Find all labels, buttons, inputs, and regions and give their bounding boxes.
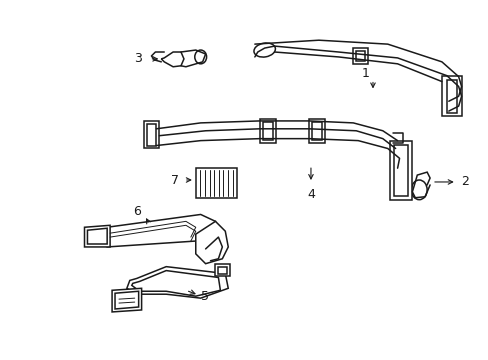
Polygon shape bbox=[161, 52, 183, 67]
Polygon shape bbox=[131, 271, 220, 296]
Polygon shape bbox=[146, 124, 156, 145]
Text: 7: 7 bbox=[171, 174, 179, 186]
Polygon shape bbox=[215, 264, 230, 276]
Polygon shape bbox=[126, 267, 228, 298]
Polygon shape bbox=[195, 221, 228, 264]
Polygon shape bbox=[143, 121, 159, 148]
Text: 1: 1 bbox=[362, 67, 369, 80]
Ellipse shape bbox=[194, 50, 206, 64]
Text: 6: 6 bbox=[132, 205, 141, 218]
Polygon shape bbox=[115, 291, 139, 309]
Polygon shape bbox=[352, 48, 367, 64]
Text: 3: 3 bbox=[133, 53, 142, 66]
Polygon shape bbox=[259, 119, 275, 143]
Polygon shape bbox=[87, 228, 107, 244]
Polygon shape bbox=[112, 288, 142, 312]
Ellipse shape bbox=[253, 43, 275, 57]
Polygon shape bbox=[311, 122, 321, 140]
Bar bbox=[195, 168, 237, 198]
Polygon shape bbox=[393, 145, 407, 196]
Polygon shape bbox=[308, 119, 324, 143]
Polygon shape bbox=[414, 172, 429, 188]
Polygon shape bbox=[441, 76, 461, 116]
Polygon shape bbox=[218, 267, 227, 274]
Ellipse shape bbox=[410, 180, 426, 200]
Text: 4: 4 bbox=[306, 188, 314, 201]
Polygon shape bbox=[84, 225, 110, 247]
Text: 2: 2 bbox=[461, 175, 468, 189]
Polygon shape bbox=[446, 80, 456, 113]
Polygon shape bbox=[262, 122, 272, 140]
Polygon shape bbox=[97, 215, 215, 247]
Polygon shape bbox=[389, 141, 411, 200]
Text: 5: 5 bbox=[200, 290, 208, 303]
Polygon shape bbox=[356, 51, 365, 61]
